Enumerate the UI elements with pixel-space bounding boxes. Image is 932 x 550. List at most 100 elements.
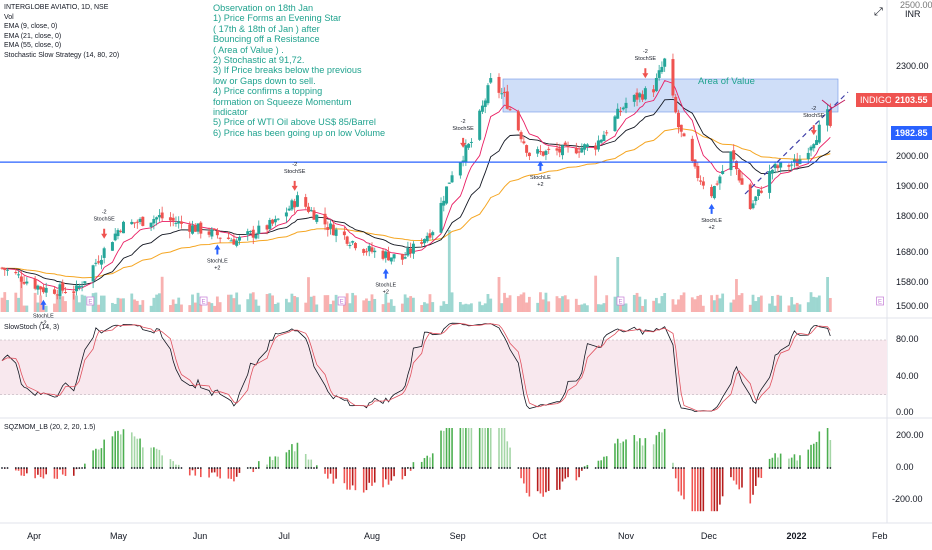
candle-body (387, 251, 391, 261)
squeeze-dot (343, 467, 346, 469)
candle-body (503, 91, 507, 93)
volume-bar (602, 303, 606, 312)
squeeze-dot (351, 467, 354, 469)
volume-bar (508, 295, 512, 312)
volume-bar (155, 294, 159, 312)
squeeze-dot (440, 467, 442, 469)
candle-body (643, 88, 647, 100)
volume-bar (826, 277, 829, 312)
candle-body (41, 287, 45, 293)
candle-body (177, 221, 181, 224)
squeeze-dot (467, 467, 470, 469)
volume-bar (135, 300, 139, 312)
candle-body (22, 281, 26, 284)
volume-bar (732, 299, 736, 312)
squeeze-dot (545, 467, 547, 469)
candle-body (696, 165, 700, 179)
long-signal-arrow (382, 268, 389, 279)
candle-body (815, 140, 819, 146)
candle-body (218, 237, 222, 239)
squeeze-dot (103, 467, 106, 469)
volume-bar (798, 304, 802, 312)
long-signal-qty: +2 (708, 225, 714, 231)
candle-body (130, 221, 134, 225)
squeeze-dot (445, 467, 448, 469)
candle-body (663, 58, 667, 67)
volume-bar (442, 301, 446, 312)
candle-body (174, 222, 178, 224)
candle-body (39, 286, 43, 290)
volume-bar (527, 296, 531, 312)
price-tick-label: 2000.00 (896, 151, 929, 161)
squeeze-dot (790, 467, 793, 469)
volume-bar (53, 303, 56, 312)
squeeze-dot (776, 467, 779, 469)
squeeze-dot (683, 467, 685, 469)
candle-body (776, 165, 780, 169)
earnings-marker-label: E (88, 300, 92, 306)
squeeze-dot (547, 467, 550, 469)
candle-body (555, 148, 559, 151)
stoch-tick-label: 80.00 (896, 334, 919, 344)
squeeze-dot (277, 467, 280, 469)
time-axis-label: Aug (363, 531, 380, 541)
volume-bar (795, 302, 799, 312)
candle-body (91, 265, 95, 282)
time-axis-label: 2022 (786, 531, 807, 541)
volume-bar (712, 300, 716, 312)
candle-body (226, 237, 230, 239)
squeeze-dot (257, 467, 260, 469)
volume-bar (72, 293, 76, 312)
volume-bar (403, 294, 407, 312)
candle-body (516, 111, 520, 131)
squeeze-dot (603, 467, 605, 469)
squeeze-dot (255, 467, 257, 469)
candle-body (773, 163, 777, 169)
time-axis-label: Jun (192, 531, 208, 541)
squeeze-dot (175, 467, 177, 469)
currency-label: INR (905, 9, 921, 19)
squeeze-dot (42, 467, 45, 469)
settings-icon[interactable]: ⤢ (874, 6, 883, 18)
squeeze-dot (730, 467, 732, 469)
squeeze-dot (556, 467, 558, 469)
volume-bar (500, 303, 504, 312)
squeeze-dot (699, 467, 702, 469)
candle-body (97, 261, 101, 263)
squeeze-dot (641, 467, 644, 469)
squeeze-dot (586, 467, 589, 469)
note-line: 2) Stochastic at 91,72. (213, 55, 305, 66)
volume-bar (373, 298, 377, 312)
volume-bar (119, 298, 123, 312)
squeeze-dot (509, 467, 511, 469)
volume-bar (218, 302, 222, 312)
candle-body (500, 93, 504, 95)
long-signal-label: StochLE (701, 218, 722, 224)
squeeze-dot (83, 467, 86, 469)
volume-bar (663, 293, 667, 312)
squeeze-dot (188, 467, 191, 469)
candle-body (287, 208, 291, 211)
earnings-marker-label: E (878, 300, 882, 306)
squeeze-dot (672, 467, 674, 469)
volume-bar (3, 292, 7, 312)
note-line: 5) Price of WTI Oil above US$ 85/Barrel (213, 117, 376, 128)
squeeze-dot (293, 467, 296, 469)
squeeze-dot (815, 467, 818, 469)
volume-bar (574, 298, 578, 312)
squeeze-dot (691, 467, 694, 469)
volume-bar (718, 298, 722, 312)
candle-body (251, 229, 255, 238)
candle-body (72, 291, 76, 294)
volume-bar (273, 303, 277, 312)
volume-bar (381, 304, 385, 312)
candle-body (450, 175, 454, 183)
candle-body (133, 222, 137, 224)
candle-body (179, 221, 183, 224)
volume-bar (284, 298, 288, 312)
slowstoch-label: SlowStoch (14, 3) (4, 324, 60, 331)
squeeze-dot (561, 467, 564, 469)
squeeze-dot (354, 467, 357, 469)
squeeze-dot (180, 467, 183, 469)
